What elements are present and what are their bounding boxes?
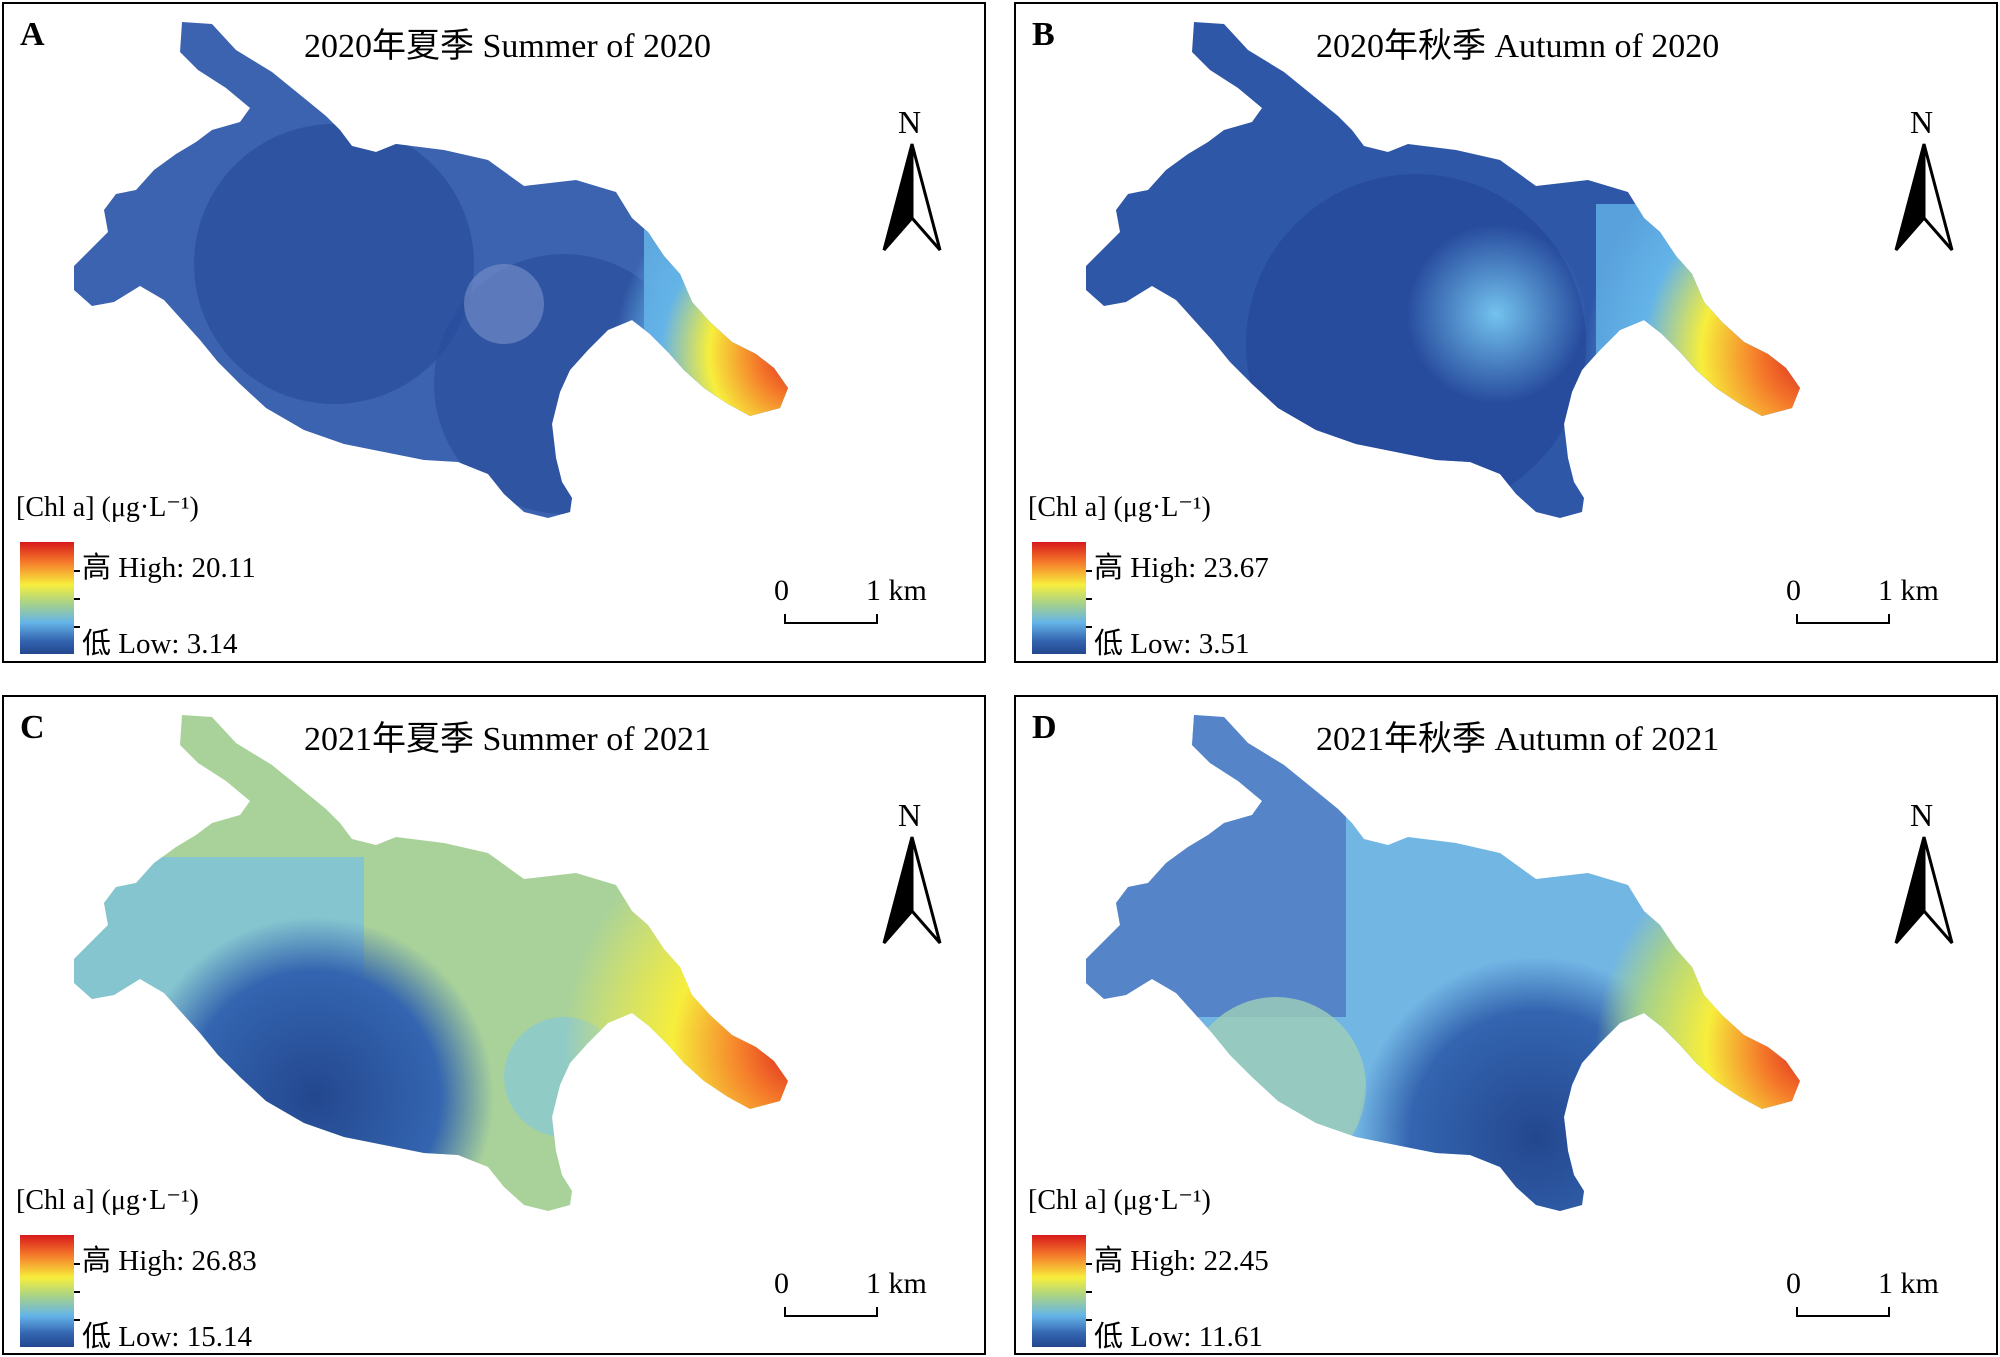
panel-title: 2020年夏季 Summer of 2020 <box>304 18 864 67</box>
panel-letter: D <box>1032 709 1057 747</box>
legend-color-ramp <box>20 1235 74 1347</box>
legend-high-label: 高 High: 23.67 <box>1094 544 1269 586</box>
legend-tick <box>74 598 80 600</box>
panel-letter: C <box>20 709 45 747</box>
legend-tick <box>1086 570 1092 572</box>
legend-tick <box>74 626 80 628</box>
legend-tick <box>1086 598 1092 600</box>
north-label: N <box>1910 104 1933 141</box>
legend-tick <box>74 1319 80 1321</box>
scale-zero-label: 0 <box>1786 574 1801 608</box>
north-label: N <box>898 797 921 834</box>
scale-bar <box>1796 614 1890 624</box>
panel-title: 2021年夏季 Summer of 2021 <box>304 711 864 760</box>
legend-tick <box>74 1263 80 1265</box>
map-panel-a: A 2020年夏季 Summer of 2020 N [Chl a] (μg·L… <box>2 2 986 663</box>
legend-high-label: 高 High: 26.83 <box>82 1237 257 1279</box>
legend-low-label: 低 Low: 3.14 <box>82 620 237 662</box>
scale-km-label: 1 km <box>866 574 927 608</box>
scale-km-label: 1 km <box>866 1267 927 1301</box>
map-panel-d: D 2021年秋季 Autumn of 2021 N [Chl a] (μg·L… <box>1014 695 1998 1355</box>
legend-high-label: 高 High: 20.11 <box>82 544 256 586</box>
north-arrow-icon <box>882 142 942 254</box>
legend-tick <box>1086 626 1092 628</box>
north-arrow-icon <box>1894 835 1954 947</box>
legend-title: [Chl a] (μg·L⁻¹) <box>16 490 199 524</box>
scale-zero-label: 0 <box>774 574 789 608</box>
legend-low-label: 低 Low: 11.61 <box>1094 1313 1263 1355</box>
scale-zero-label: 0 <box>1786 1267 1801 1301</box>
legend-color-ramp <box>1032 542 1086 654</box>
legend-title: [Chl a] (μg·L⁻¹) <box>16 1183 199 1217</box>
legend-title: [Chl a] (μg·L⁻¹) <box>1028 1183 1211 1217</box>
panel-letter: A <box>20 16 45 54</box>
scale-bar <box>784 1307 878 1317</box>
legend-color-ramp <box>1032 1235 1086 1347</box>
legend-low-label: 低 Low: 3.51 <box>1094 620 1249 662</box>
legend-low-label: 低 Low: 15.14 <box>82 1313 252 1355</box>
scale-zero-label: 0 <box>774 1267 789 1301</box>
north-arrow-icon <box>882 835 942 947</box>
panel-title: 2021年秋季 Autumn of 2021 <box>1316 711 1876 760</box>
map-panel-c: C 2021年夏季 Summer of 2021 N [Chl a] (μg·L… <box>2 695 986 1355</box>
north-arrow-icon <box>1894 142 1954 254</box>
legend-tick <box>1086 1319 1092 1321</box>
north-label: N <box>1910 797 1933 834</box>
scale-bar <box>1796 1307 1890 1317</box>
legend-title: [Chl a] (μg·L⁻¹) <box>1028 490 1211 524</box>
map-panel-b: B 2020年秋季 Autumn of 2020 N [Chl a] (μg·L… <box>1014 2 1998 663</box>
north-label: N <box>898 104 921 141</box>
scale-km-label: 1 km <box>1878 1267 1939 1301</box>
panel-title: 2020年秋季 Autumn of 2020 <box>1316 18 1876 67</box>
scale-km-label: 1 km <box>1878 574 1939 608</box>
legend-high-label: 高 High: 22.45 <box>1094 1237 1269 1279</box>
legend-tick <box>74 570 80 572</box>
scale-bar <box>784 614 878 624</box>
legend-color-ramp <box>20 542 74 654</box>
legend-tick <box>74 1291 80 1293</box>
panel-letter: B <box>1032 16 1055 54</box>
legend-tick <box>1086 1291 1092 1293</box>
legend-tick <box>1086 1263 1092 1265</box>
